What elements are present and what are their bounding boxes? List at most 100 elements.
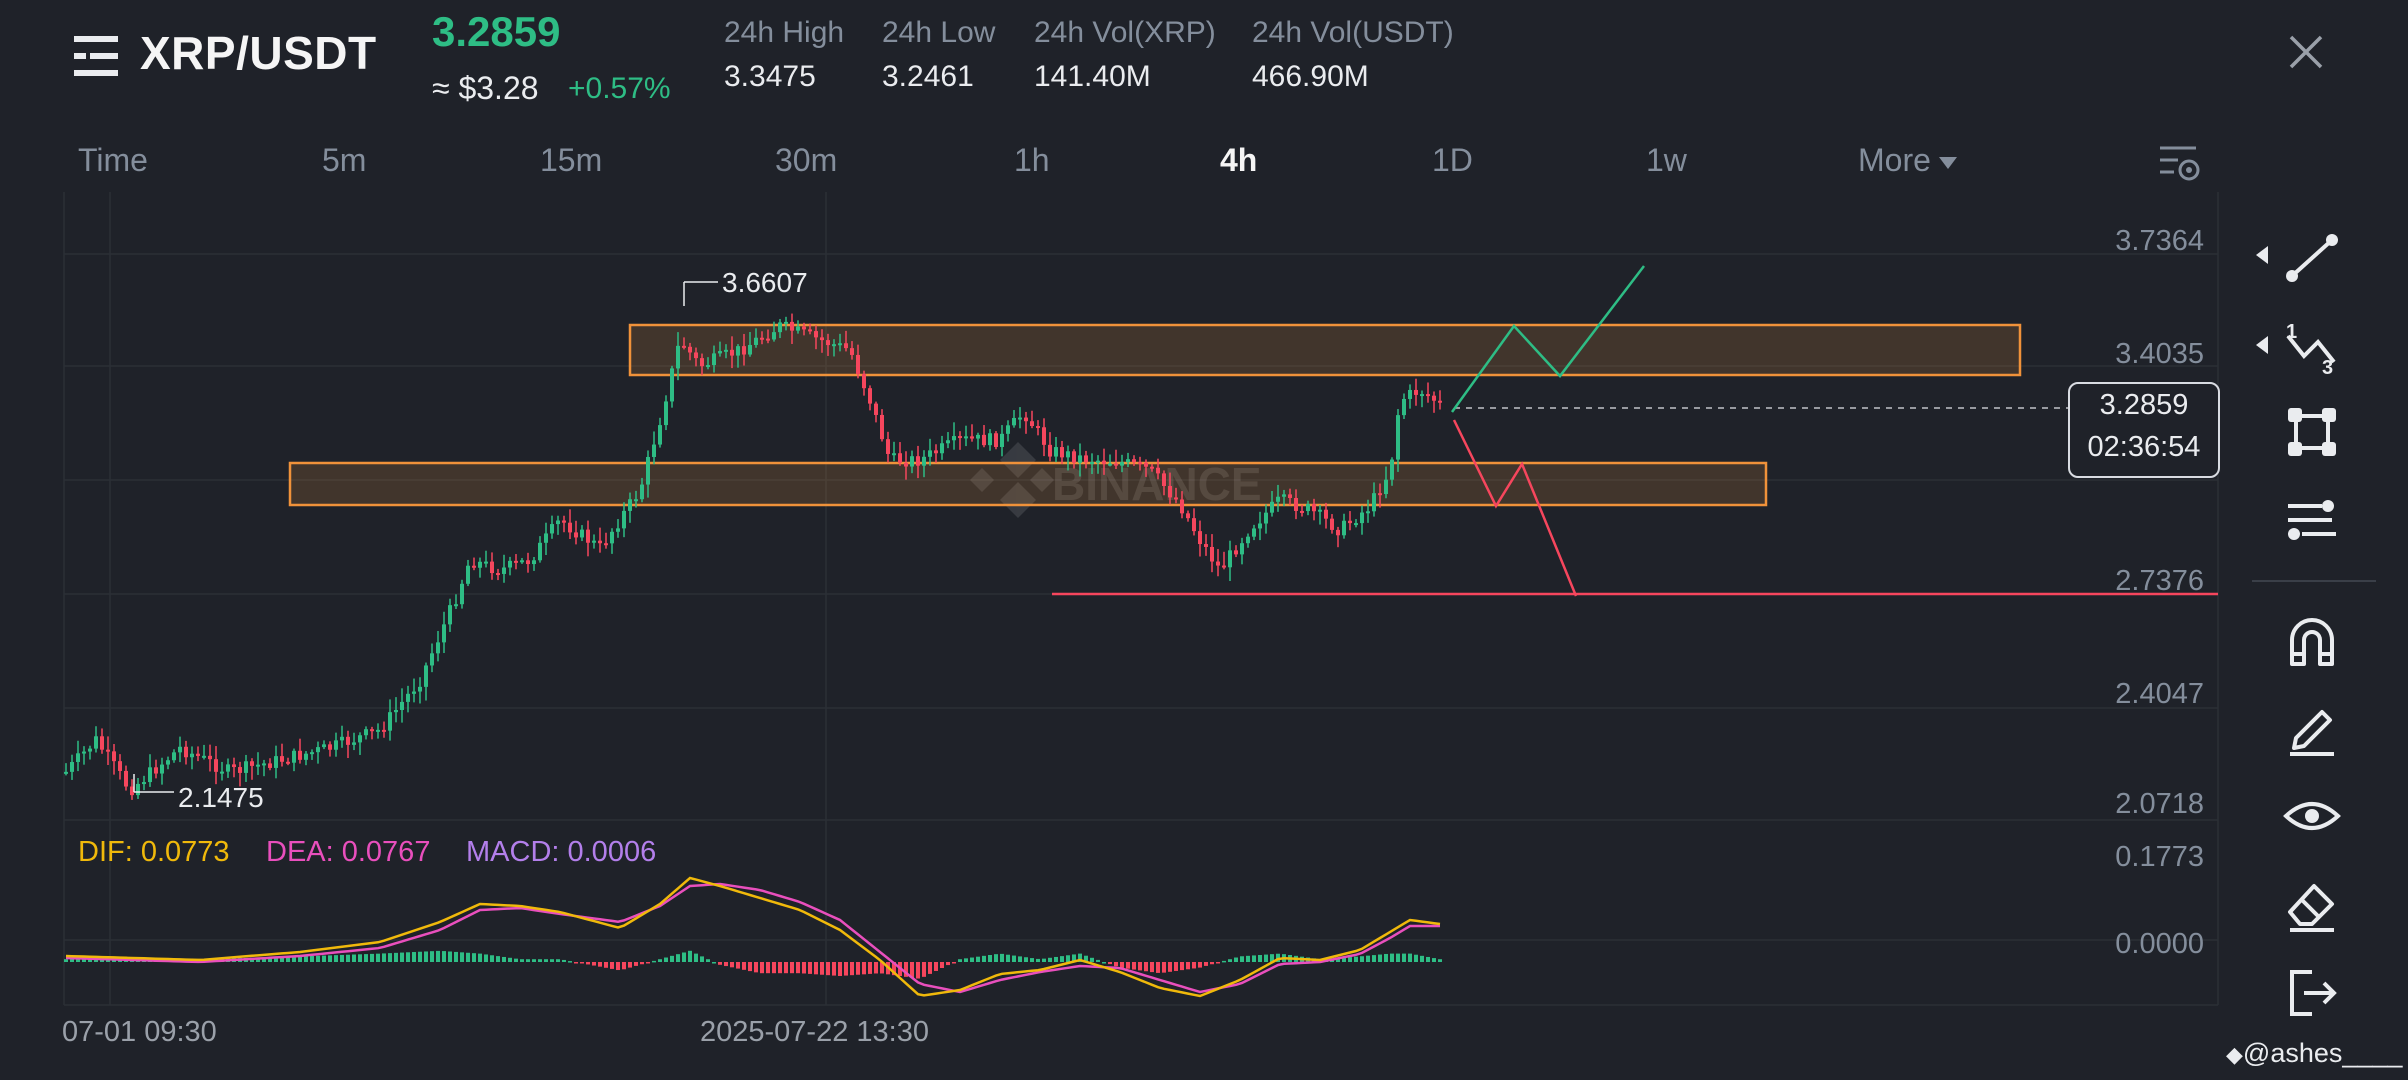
- macd-value-label: MACD: 0.0006: [466, 836, 657, 868]
- macd-bar: [454, 951, 458, 962]
- candle-body: [754, 337, 758, 345]
- candle-body: [1420, 394, 1424, 397]
- macd-bar: [496, 956, 500, 962]
- candle-body: [718, 351, 722, 354]
- candle-body: [688, 346, 692, 353]
- candle-body: [694, 352, 698, 359]
- candle-body: [94, 736, 98, 749]
- candle-body: [226, 764, 230, 772]
- chart-settings-icon[interactable]: [2158, 142, 2202, 186]
- parallel-icon[interactable]: [2282, 490, 2342, 550]
- tab-more[interactable]: More: [1858, 142, 1957, 179]
- macd-bar: [670, 955, 674, 962]
- candle-body: [370, 729, 374, 732]
- tab-4h[interactable]: 4h: [1220, 142, 1258, 178]
- macd-bar: [1060, 956, 1064, 962]
- resistance-zone: [628, 323, 2022, 377]
- tab-1d[interactable]: 1D: [1432, 142, 1473, 178]
- macd-bar: [1204, 962, 1208, 966]
- macd-bar: [712, 962, 716, 964]
- close-icon[interactable]: [2288, 34, 2324, 70]
- macd-bar: [892, 962, 896, 976]
- macd-bar: [508, 957, 512, 962]
- candle-body: [1072, 451, 1076, 463]
- candle-body: [1252, 528, 1256, 537]
- candle-body: [106, 749, 110, 752]
- menu-icon[interactable]: [72, 34, 122, 78]
- candle-body: [682, 345, 686, 348]
- candle-body: [238, 767, 242, 773]
- tab-1h[interactable]: 1h: [1014, 142, 1050, 178]
- candle-body: [1006, 425, 1010, 434]
- tab-15m[interactable]: 15m: [540, 142, 603, 178]
- tab-time[interactable]: Time: [78, 142, 148, 178]
- macd-bar: [736, 962, 740, 969]
- macd-bar: [1108, 962, 1112, 965]
- macd-dif-label: DIF: 0.0773: [78, 836, 230, 868]
- eraser-icon[interactable]: [2282, 874, 2342, 934]
- candle-body: [598, 540, 602, 544]
- macd-bar: [1090, 957, 1094, 962]
- macd-bar: [718, 962, 722, 965]
- candle-body: [676, 345, 680, 369]
- pen-icon[interactable]: [2282, 698, 2342, 758]
- candle-body: [670, 368, 674, 402]
- stat-vol-usdt-label: 24h Vol(USDT): [1252, 16, 1454, 49]
- candle-body: [844, 343, 848, 349]
- candle-body: [268, 763, 272, 768]
- tab-30m[interactable]: 30m: [775, 142, 838, 178]
- macd-bar: [430, 951, 434, 962]
- candle-body: [376, 729, 380, 732]
- macd-bar: [1354, 956, 1358, 962]
- candle-body: [184, 746, 188, 758]
- macd-bar: [616, 962, 620, 971]
- candle-body: [1438, 400, 1442, 403]
- macd-bar: [982, 955, 986, 962]
- macd-bar: [814, 962, 818, 975]
- candle-body: [1432, 395, 1436, 401]
- macd-bar: [622, 962, 626, 970]
- candle-body: [472, 565, 476, 568]
- macd-bar: [1180, 962, 1184, 971]
- candle-body: [868, 388, 872, 404]
- trend-line-icon[interactable]: [2282, 228, 2342, 288]
- macd-bar: [1216, 962, 1220, 964]
- macd-bar: [1144, 962, 1148, 972]
- candle-body: [1144, 462, 1148, 467]
- macd-bar: [1396, 953, 1400, 962]
- pair-title[interactable]: XRP/USDT: [140, 27, 377, 79]
- candle-body: [838, 343, 842, 346]
- candle-body: [862, 373, 866, 389]
- macd-bar: [1402, 953, 1406, 962]
- y-tick: 2.0718: [2115, 788, 2204, 820]
- tab-1w[interactable]: 1w: [1646, 142, 1687, 178]
- macd-bar: [82, 959, 86, 962]
- candle-body: [208, 755, 212, 760]
- candle-body: [1390, 459, 1394, 480]
- candle-body: [766, 338, 770, 341]
- shape-icon[interactable]: [2282, 402, 2342, 462]
- macd-bar: [682, 952, 686, 962]
- candle-body: [70, 762, 74, 772]
- candle-body: [1192, 518, 1196, 532]
- tab-5m[interactable]: 5m: [322, 142, 367, 178]
- macd-bar: [94, 959, 98, 962]
- macd-bar: [352, 954, 356, 962]
- macd-bar: [970, 957, 974, 962]
- candle-body: [538, 542, 542, 561]
- candle-body: [658, 425, 662, 445]
- macd-bar: [1012, 955, 1016, 962]
- eye-icon[interactable]: [2282, 786, 2342, 846]
- candle-body: [1240, 543, 1244, 555]
- macd-bar: [1384, 953, 1388, 962]
- exit-icon[interactable]: [2282, 962, 2342, 1022]
- candle-body: [574, 532, 578, 538]
- candle-body: [64, 771, 68, 774]
- macd-bar: [64, 959, 68, 962]
- magnet-icon[interactable]: [2282, 612, 2342, 672]
- candle-body: [484, 561, 488, 564]
- candle-body: [994, 433, 998, 447]
